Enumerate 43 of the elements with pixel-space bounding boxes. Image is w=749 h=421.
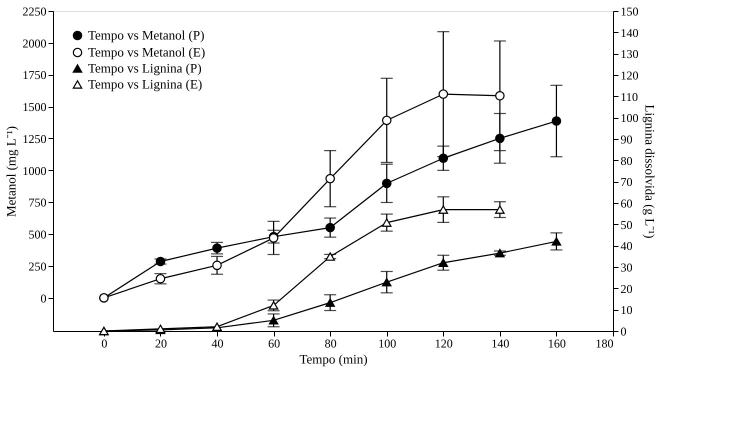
y-tick-label: 1750 — [22, 68, 46, 82]
y2-tick-label: 130 — [620, 47, 638, 62]
y2-tick-label: 50 — [620, 218, 632, 232]
y-tick-label: 1000 — [22, 164, 46, 178]
x-tick-label: 60 — [268, 336, 280, 350]
y-axis-title: Metanol (mg L⁻¹) — [4, 126, 18, 217]
y-tick-label: 750 — [28, 196, 46, 210]
y2-tick-label: 110 — [620, 90, 638, 104]
y-tick-label: 1250 — [22, 132, 46, 146]
y2-tick-label: 90 — [620, 132, 632, 146]
y2-tick-label: 100 — [620, 111, 638, 126]
x-tick-label: 120 — [434, 336, 453, 350]
y2-tick-label: 30 — [620, 260, 632, 274]
x-tick-label: 180 — [596, 336, 614, 350]
x-tick-label: 20 — [154, 336, 167, 350]
y2-tick-label: 0 — [620, 324, 626, 338]
x-tick-label: 140 — [491, 336, 510, 350]
x-tick-label: 0 — [101, 336, 108, 350]
x-tick-label: 40 — [212, 336, 224, 350]
y-tick-label: 2250 — [22, 4, 46, 18]
legend-label: Tempo vs Lignina (P) — [88, 60, 202, 76]
legend-label: Tempo vs Lignina (E) — [88, 76, 202, 92]
x-tick-label: 80 — [324, 336, 337, 350]
y2-tick-label: 120 — [620, 68, 638, 82]
legend-label: Tempo vs Metanol (E) — [88, 44, 206, 60]
y2-tick-label: 60 — [620, 196, 632, 210]
y2-tick-label: 10 — [620, 303, 632, 318]
y2-tick-label: 140 — [620, 26, 638, 40]
y-tick-label: 2000 — [22, 36, 46, 50]
y-tick-label: 0 — [40, 291, 46, 306]
y2-tick-label: 20 — [620, 282, 632, 296]
legend-label: Tempo vs Metanol (P) — [88, 28, 204, 42]
y2-tick-label: 150 — [620, 4, 638, 18]
y-tick-label: 1500 — [22, 100, 46, 114]
y-tick-label: 500 — [28, 228, 46, 242]
y2-tick-label: 70 — [620, 175, 632, 190]
y2-tick-label: 80 — [620, 154, 632, 168]
y2-tick-label: 40 — [620, 239, 632, 254]
y2-axis-title: Lignina dissolvida (g L⁻¹) — [642, 104, 658, 238]
y-tick-label: 250 — [28, 259, 46, 274]
x-tick-label: 160 — [548, 336, 566, 350]
x-tick-label: 100 — [378, 336, 396, 350]
x-axis-title: Tempo (min) — [299, 352, 368, 366]
